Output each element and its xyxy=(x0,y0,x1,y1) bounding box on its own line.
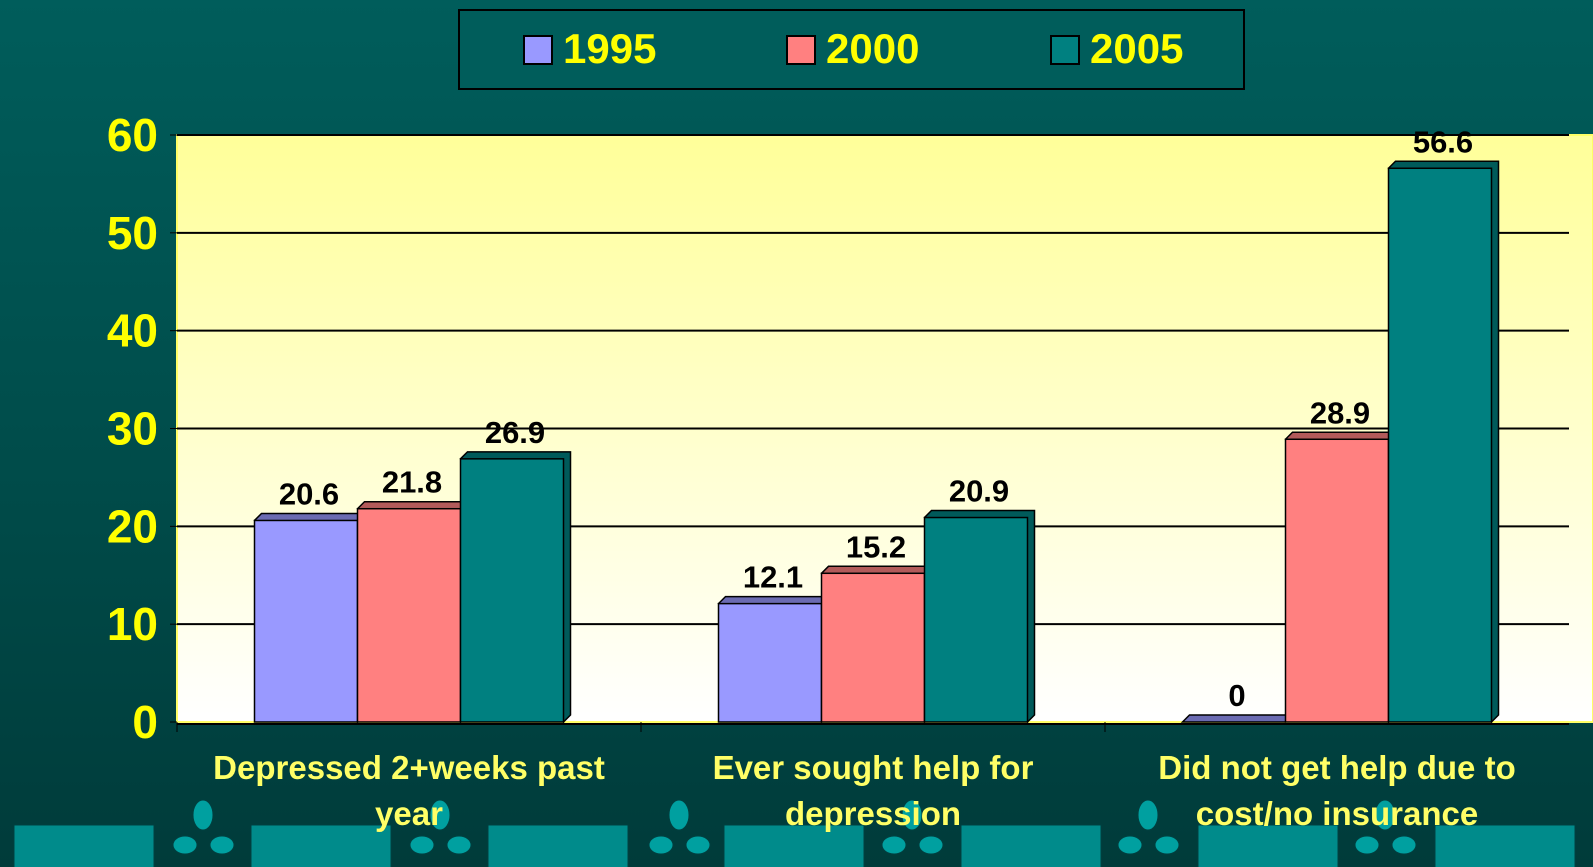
x-tick-label: Did not get help due to cost/no insuranc… xyxy=(1158,749,1516,832)
bar xyxy=(1387,167,1493,723)
footer-decoration xyxy=(13,799,1576,867)
bar xyxy=(923,516,1029,723)
bar xyxy=(356,507,462,723)
value-label: 26.9 xyxy=(485,415,545,450)
legend-entry: 1995 xyxy=(523,26,656,72)
y-tick-label: 50 xyxy=(107,207,158,259)
bar xyxy=(820,572,926,723)
bar xyxy=(253,519,359,723)
legend-label: 1995 xyxy=(563,25,657,72)
bar xyxy=(1284,438,1390,723)
value-label: 20.6 xyxy=(279,476,339,511)
legend-label: 2005 xyxy=(1090,25,1184,72)
value-label: 15.2 xyxy=(846,529,906,564)
value-label: 12.1 xyxy=(743,560,803,595)
value-label: 0 xyxy=(1228,678,1245,713)
value-label: 56.6 xyxy=(1413,124,1473,159)
legend-swatch xyxy=(1050,35,1080,65)
y-tick-label: 60 xyxy=(107,109,158,161)
value-label: 28.9 xyxy=(1310,395,1370,430)
bar xyxy=(717,602,823,723)
y-tick-label: 20 xyxy=(107,500,158,552)
legend-swatch xyxy=(786,35,816,65)
legend-entry: 2005 xyxy=(1050,26,1183,72)
legend-swatch xyxy=(523,35,553,65)
y-tick-label: 0 xyxy=(132,696,158,748)
y-tick-label: 40 xyxy=(107,305,158,357)
legend-entry: 2000 xyxy=(786,26,919,72)
bar-depth xyxy=(1180,714,1295,723)
value-label: 20.9 xyxy=(949,474,1009,509)
value-label: 21.8 xyxy=(382,465,442,500)
x-tick-label: Ever sought help for depression xyxy=(712,749,1034,832)
y-tick-label: 30 xyxy=(107,403,158,455)
legend-box xyxy=(458,9,1245,90)
legend-label: 2000 xyxy=(826,25,920,72)
bar xyxy=(459,458,565,723)
x-tick-label: Depressed 2+weeks past year xyxy=(213,749,605,832)
y-tick-label: 10 xyxy=(107,598,158,650)
